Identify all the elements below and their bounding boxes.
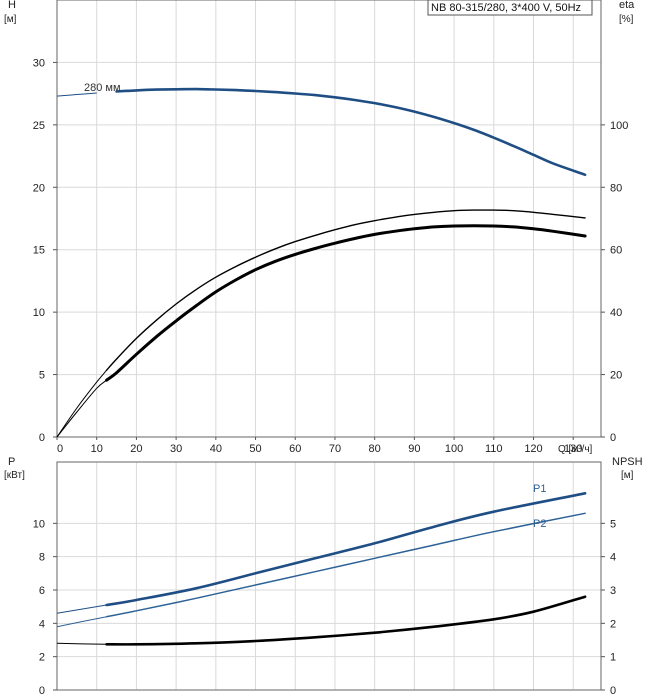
y-tick-label-left-top: 10 (33, 307, 45, 319)
y-tick-label-left-top: 20 (33, 182, 45, 194)
series-label-p2: P2 (533, 518, 546, 530)
top-plot-frame (56, 0, 602, 438)
y-tick-label-left-top: 5 (39, 370, 45, 382)
x-tick-label: 20 (130, 443, 142, 455)
y-tick-label-right-bottom: 5 (610, 518, 616, 530)
bottom-chart-grid (56, 461, 602, 691)
x-tick-label: 120 (524, 443, 542, 455)
x-axis-label: Q [м³/ч] (558, 444, 593, 455)
y-tick-label-left-bottom: 8 (39, 552, 45, 564)
efficiency-curve-eta-1 (105, 209, 586, 371)
chart-title-box: NB 80-315/280, 3*400 V, 50Hz (427, 0, 593, 16)
x-tick-label: 90 (408, 443, 420, 455)
y-tick-label-right-top: 100 (610, 120, 628, 132)
x-tick-label: 110 (485, 443, 503, 455)
y-axis-right-unit-top: [%] (619, 14, 634, 25)
x-tick-label: 60 (289, 443, 301, 455)
y-tick-label-right-top: 60 (610, 245, 622, 257)
npsh-curve-extension (56, 642, 107, 645)
y-tick-label-right-bottom: 1 (610, 652, 616, 664)
y-axis-right-label-bottom: NPSH (612, 456, 643, 468)
y-tick-label-right-top: 20 (610, 370, 622, 382)
y-axis-left-label-top: H (8, 0, 16, 11)
npsh-curve (105, 595, 587, 646)
y-tick-label-left-bottom: 2 (39, 652, 45, 664)
y-tick-label-left-top: 15 (33, 245, 45, 257)
x-tick-label: 10 (91, 443, 103, 455)
x-tick-label: 30 (170, 443, 182, 455)
y-tick-label-right-top: 80 (610, 182, 622, 194)
power-curve-p1-extension (56, 604, 107, 614)
y-axis-left-label-bottom: P (8, 456, 15, 468)
y-tick-label-left-bottom: 6 (39, 585, 45, 597)
y-tick-label-left-bottom: 4 (39, 618, 45, 630)
x-tick-label: 50 (249, 443, 261, 455)
power-curve-p1 (105, 492, 587, 607)
x-tick-label: 100 (445, 443, 463, 455)
x-tick-label: 0 (57, 443, 63, 455)
head-curve-280mm (115, 87, 587, 177)
y-axis-left-unit-bottom: [кВт] (4, 470, 25, 481)
y-tick-label-right-bottom: 0 (610, 685, 616, 697)
y-tick-label-right-top: 40 (610, 307, 622, 319)
y-tick-label-left-bottom: 0 (39, 685, 45, 697)
x-tick-label: 80 (369, 443, 381, 455)
series-label-280mm: 280 мм (84, 82, 121, 94)
power-curve-p2 (105, 512, 586, 618)
y-axis-left-unit-top: [м] (4, 14, 17, 25)
y-axis-right-unit-bottom: [м] (621, 470, 634, 481)
chart-title: NB 80-315/280, 3*400 V, 50Hz (431, 2, 581, 14)
y-tick-label-left-top: 30 (33, 57, 45, 69)
x-tick-label: 130 (564, 443, 582, 455)
efficiency-curve-eta-1-extension (56, 369, 107, 438)
y-tick-label-right-bottom: 4 (610, 552, 616, 564)
y-axis-right-label-top: eta (619, 0, 635, 11)
tick-labels: 0 10 20 30 40 50 60 70 80 90 100 110 120 130051015202… (33, 57, 629, 697)
y-tick-label-left-top: 0 (39, 432, 45, 444)
top-chart-grid (56, 0, 602, 438)
y-tick-label-right-bottom: 3 (610, 585, 616, 597)
efficiency-curve-eta-2-extension (56, 379, 107, 438)
y-tick-label-right-bottom: 2 (610, 618, 616, 630)
x-tick-label: 40 (210, 443, 222, 455)
efficiency-curve-eta-2 (105, 224, 587, 382)
power-curve-p2-extension (56, 616, 107, 628)
y-tick-label-left-top: 25 (33, 120, 45, 132)
x-tick-label: 70 (329, 443, 341, 455)
series-label-p1: P1 (533, 483, 546, 495)
data-series (56, 87, 587, 646)
y-tick-label-left-bottom: 10 (33, 518, 45, 530)
y-tick-label-right-top: 0 (610, 432, 616, 444)
head-curve-280mm-extension (56, 92, 97, 97)
bottom-plot-frame (56, 461, 602, 691)
